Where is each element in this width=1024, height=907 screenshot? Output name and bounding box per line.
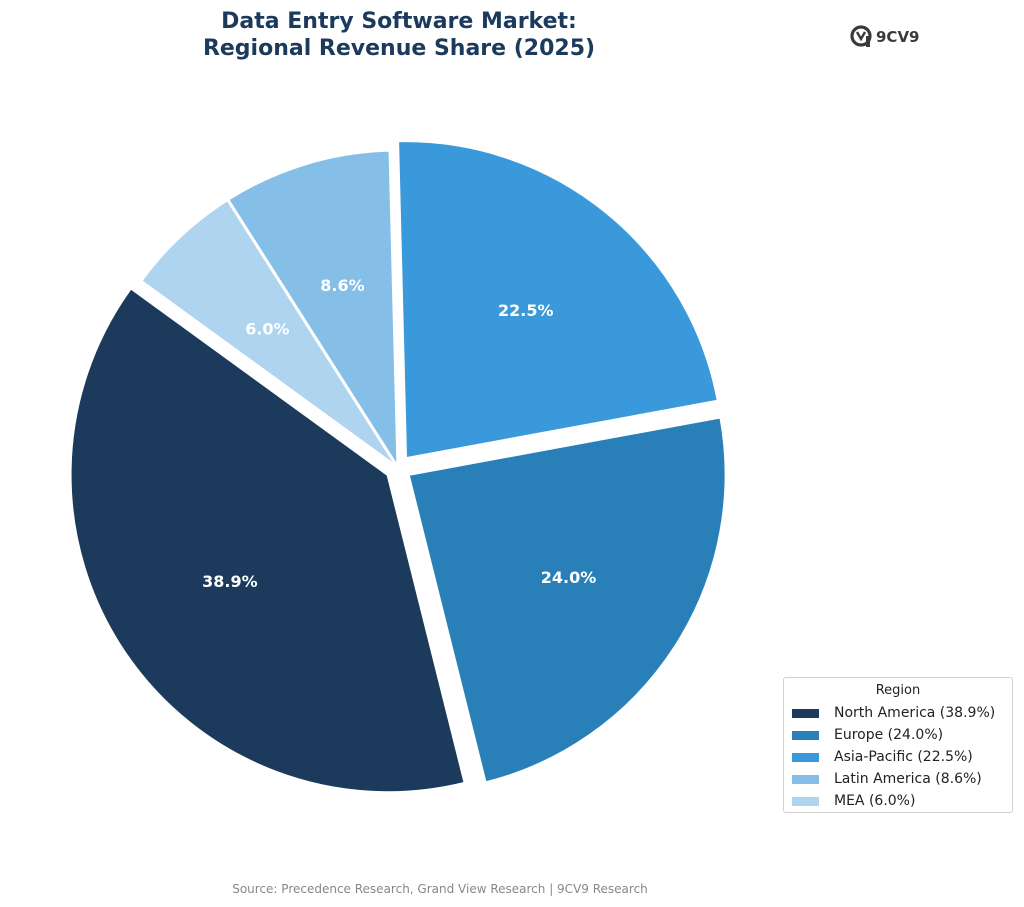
legend-swatch — [792, 708, 819, 718]
legend-item: Asia-Pacific (22.5%) — [792, 746, 1004, 768]
data-label-mea: 6.0% — [245, 319, 289, 338]
legend-label: Europe (24.0%) — [834, 727, 944, 743]
pie-data-labels: 38.9% 24.0% 22.5% 8.6% 6.0% — [202, 276, 596, 591]
legend: Region North America (38.9%) Europe (24.0… — [783, 677, 1013, 813]
legend-label: Latin America (8.6%) — [834, 771, 982, 787]
legend-label: MEA (6.0%) — [834, 793, 916, 809]
pie-slice-mea — [139, 198, 400, 470]
brand-logo: 9CV9 — [849, 22, 920, 52]
data-label-europe: 24.0% — [541, 568, 597, 587]
pie-slice-latin-america — [226, 148, 400, 470]
legend-label: Asia-Pacific (22.5%) — [834, 749, 973, 765]
brand-name: 9CV9 — [876, 28, 920, 46]
legend-swatch — [792, 774, 819, 784]
legend-item: Latin America (8.6%) — [792, 768, 1004, 790]
legend-swatch — [792, 730, 819, 740]
pie-slice-asia-pacific — [396, 139, 720, 461]
chart-title: Data Entry Software Market: Regional Reve… — [202, 9, 596, 61]
pie-slices — [68, 139, 728, 795]
legend-label: North America (38.9%) — [834, 705, 996, 721]
data-label-asia-pacific: 22.5% — [498, 301, 554, 320]
9cv9-logo-icon — [850, 25, 872, 47]
legend-item: MEA (6.0%) — [792, 790, 1004, 812]
legend-title: Region — [875, 683, 921, 698]
data-label-latin-america: 8.6% — [320, 276, 364, 295]
data-label-north-america: 38.9% — [202, 572, 258, 591]
legend-swatch — [792, 752, 819, 762]
legend-item: North America (38.9%) — [792, 702, 1004, 724]
legend-swatch — [792, 796, 819, 806]
legend-item: Europe (24.0%) — [792, 724, 1004, 746]
pie-slice-europe — [406, 415, 728, 785]
source-note: Source: Precedence Research, Grand View … — [232, 882, 648, 896]
pie-slice-north-america — [68, 286, 467, 795]
